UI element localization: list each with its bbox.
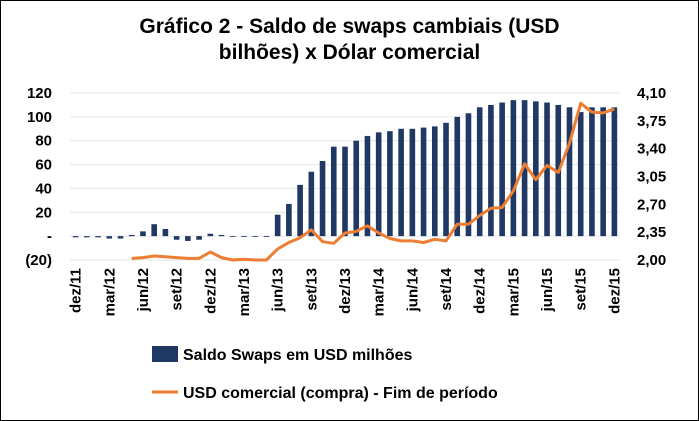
x-tick-label: jun/12	[135, 268, 152, 312]
right-tick-label: 2,35	[637, 224, 666, 241]
x-tick-label: jun/15	[539, 268, 556, 312]
bar	[499, 102, 505, 237]
bar	[218, 234, 225, 237]
bar	[589, 107, 595, 237]
bar	[465, 113, 472, 237]
legend: Saldo Swaps em USD milhões USD comercial …	[152, 346, 498, 402]
bar	[95, 236, 101, 238]
bar	[398, 128, 404, 237]
bar	[510, 100, 517, 237]
x-tick-label: set/12	[169, 268, 186, 311]
x-tick-label: set/15	[573, 268, 590, 311]
x-axis-ticks: dez/11 mar/12 jun/12 set/12 dez/12 mar/13 jun/…	[68, 267, 624, 316]
bar	[241, 236, 247, 237]
bar	[263, 236, 270, 237]
bar	[72, 236, 79, 238]
bar	[84, 236, 90, 238]
legend-label-line: USD comercial (compra) - Fim de período	[183, 385, 498, 402]
bar	[207, 233, 214, 237]
bar	[308, 171, 315, 237]
x-tick-label: mar/14	[371, 267, 388, 316]
bar	[521, 100, 528, 237]
legend-label-bars: Saldo Swaps em USD milhões	[183, 347, 413, 364]
left-tick-label: 60	[35, 157, 52, 174]
left-tick-label: (20)	[25, 252, 52, 269]
left-tick-label: 120	[27, 85, 52, 102]
right-tick-label: 2,70	[637, 196, 666, 213]
chart-title-line-2: bilhões) x Dólar comercial	[218, 41, 481, 64]
bar	[342, 146, 348, 237]
bar	[151, 224, 157, 237]
x-tick-label: jun/13	[270, 268, 287, 312]
x-tick-label: dez/12	[202, 268, 219, 314]
bar	[600, 107, 606, 237]
bar	[420, 127, 427, 237]
bar	[409, 128, 416, 237]
bar	[128, 234, 135, 237]
bar	[286, 203, 292, 237]
bar	[566, 107, 573, 237]
x-tick-label: dez/14	[472, 267, 489, 314]
bar	[454, 116, 461, 237]
bar	[196, 236, 202, 240]
chart-title: Gráfico 2 - Saldo de swaps cambiais (USD…	[0, 14, 699, 66]
bar	[533, 101, 539, 237]
chart-title-line-1: Gráfico 2 - Saldo de swaps cambiais (USD	[139, 15, 560, 38]
left-axis-ticks: 120 100 80 60 40 20 - (20)	[25, 85, 52, 269]
bar	[297, 184, 303, 237]
bar	[106, 236, 113, 239]
bar	[544, 102, 550, 237]
x-tick-label: set/14	[438, 267, 455, 310]
bar	[476, 107, 483, 237]
bar	[330, 146, 337, 237]
x-tick-label: mar/12	[101, 268, 118, 316]
x-tick-label: dez/11	[68, 268, 85, 313]
x-tick-label: set/13	[303, 268, 320, 311]
x-tick-label: jun/14	[404, 267, 421, 312]
bar	[319, 160, 326, 237]
bar	[443, 122, 449, 237]
bar	[185, 236, 191, 241]
left-tick-label: -	[47, 228, 52, 245]
left-tick-label: 40	[35, 180, 52, 197]
bar	[117, 236, 124, 239]
x-tick-label: dez/15	[606, 268, 623, 314]
right-tick-label: 3,05	[637, 169, 666, 186]
bar	[353, 140, 360, 237]
right-axis-ticks: 4,10 3,75 3,40 3,05 2,70 2,35 2,00	[637, 85, 666, 269]
bar	[162, 228, 169, 237]
bar	[140, 231, 146, 237]
legend-swatch-bars	[152, 346, 178, 362]
bar	[488, 104, 494, 237]
bar	[364, 135, 371, 237]
bar	[274, 214, 281, 237]
left-tick-label: 100	[27, 109, 52, 126]
x-tick-label: mar/15	[505, 268, 522, 316]
x-tick-label: dez/13	[337, 268, 354, 314]
right-tick-label: 3,75	[637, 113, 666, 130]
line-series	[131, 101, 615, 262]
bar	[375, 132, 382, 237]
bar-series	[72, 100, 618, 241]
bar	[173, 236, 180, 240]
bar	[252, 236, 259, 237]
bar	[229, 236, 236, 237]
left-tick-label: 20	[35, 204, 52, 221]
bar	[611, 107, 618, 237]
bar	[577, 112, 584, 237]
right-tick-label: 4,10	[637, 85, 666, 102]
right-tick-label: 2,00	[637, 252, 666, 269]
left-tick-label: 80	[35, 133, 52, 150]
bar	[431, 126, 438, 237]
x-tick-label: mar/13	[236, 268, 253, 316]
usd-line	[131, 101, 615, 262]
right-tick-label: 3,40	[637, 141, 666, 158]
bar	[387, 131, 393, 237]
